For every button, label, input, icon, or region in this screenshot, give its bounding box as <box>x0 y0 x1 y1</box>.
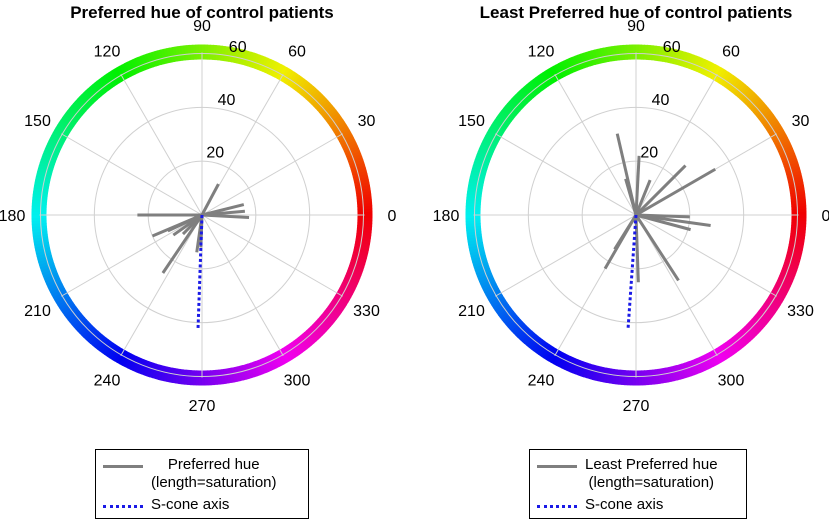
s-cone-axis-line <box>196 214 204 329</box>
legend-swatch-dotted <box>103 505 143 508</box>
angle-tick-label: 90 <box>627 18 645 35</box>
hue-vector <box>634 214 680 282</box>
radial-tick-labels: 20 40 60 <box>640 39 680 161</box>
angle-tick-label: 150 <box>458 113 485 130</box>
angle-tick-label: 300 <box>284 373 311 390</box>
hue-color-ring <box>465 44 807 386</box>
hue-vector <box>199 214 204 248</box>
angle-tick-label: 0 <box>822 208 829 225</box>
angle-tick-labels: 0 30 60 90 120 150 180 210 240 270 300 330 <box>0 18 397 415</box>
angle-tick-label: 60 <box>288 44 306 61</box>
angle-tick-label: 60 <box>722 44 740 61</box>
chart-title: Preferred hue of control patients <box>70 3 334 22</box>
radial-tick-label: 20 <box>206 145 224 162</box>
angle-tick-label: 210 <box>458 303 485 320</box>
angle-tick-label: 180 <box>0 208 25 225</box>
angle-tick-label: 330 <box>353 303 380 320</box>
polar-chart-left: Preferred hue of control patients 0 30 60 9… <box>0 3 397 415</box>
legend-right: Least Preferred hue (length=saturation) … <box>529 449 747 519</box>
legend-label: Least Preferred hue <box>585 456 718 473</box>
legend-swatch-solid <box>103 465 143 468</box>
angle-tick-label: 210 <box>24 303 51 320</box>
angle-tick-label: 270 <box>189 398 216 415</box>
angle-tick-label: 240 <box>94 373 121 390</box>
data-series <box>137 183 250 329</box>
angle-tick-label: 0 <box>388 208 397 225</box>
hue-vector <box>161 214 204 274</box>
legend-left: Preferred hue (length=saturation) S-cone… <box>95 449 309 519</box>
legend-label: Preferred hue <box>167 456 260 473</box>
legend-label-sub: (length=saturation) <box>151 474 277 491</box>
hue-vector <box>634 155 641 216</box>
legend-label: S-cone axis <box>585 496 664 513</box>
legend-label: S-cone axis <box>151 496 230 513</box>
angle-tick-label: 180 <box>433 208 460 225</box>
radial-tick-label: 40 <box>218 92 236 109</box>
hue-vector <box>200 183 220 216</box>
legend-swatch-dotted <box>537 505 577 508</box>
hue-color-ring <box>31 44 373 386</box>
hue-vector <box>635 213 711 227</box>
hue-vector <box>635 213 691 232</box>
angle-tick-label: 240 <box>528 373 555 390</box>
angle-tick-label: 150 <box>24 113 51 130</box>
angle-tick-label: 270 <box>623 398 650 415</box>
radial-tick-label: 60 <box>229 39 247 56</box>
hue-vector <box>635 167 717 217</box>
angle-tick-label: 30 <box>358 113 376 130</box>
chart-title: Least Preferred hue of control patients <box>480 3 793 22</box>
hue-vector <box>201 213 250 219</box>
angle-tick-label: 120 <box>94 44 121 61</box>
hue-vector <box>634 164 687 217</box>
hue-vector <box>624 178 638 216</box>
hue-vector <box>613 214 638 251</box>
angle-tick-labels: 0 30 60 90 120 150 180 210 240 270 300 330 <box>433 18 829 415</box>
s-cone-axis-line <box>626 214 638 328</box>
angle-tick-label: 30 <box>792 113 810 130</box>
polar-chart-right: Least Preferred hue of control patients … <box>433 3 829 415</box>
angle-tick-label: 120 <box>528 44 555 61</box>
radial-tick-label: 60 <box>663 39 681 56</box>
angle-tick-label: 330 <box>787 303 814 320</box>
data-series <box>603 133 717 328</box>
hue-vector <box>634 179 652 216</box>
radial-tick-label: 20 <box>640 145 658 162</box>
radial-tick-label: 40 <box>652 92 670 109</box>
legend-label-sub: (length=saturation) <box>588 474 715 491</box>
legend-swatch-solid <box>537 465 577 468</box>
radial-tick-labels: 20 40 60 <box>206 39 246 161</box>
angle-tick-label: 300 <box>718 373 745 390</box>
angle-tick-label: 90 <box>193 18 211 35</box>
